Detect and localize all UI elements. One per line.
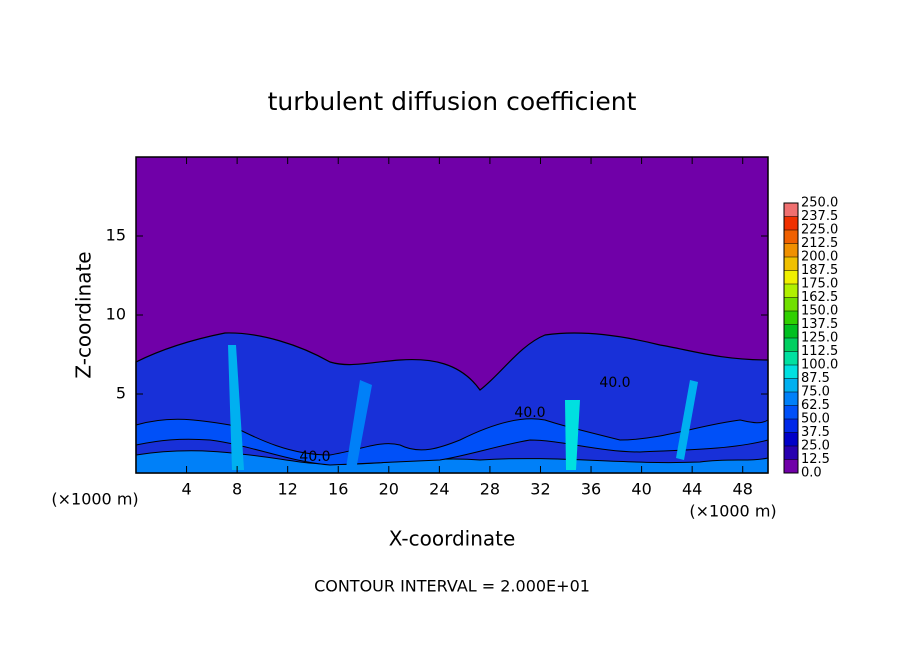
- colorbar-label: 250.0: [801, 196, 838, 211]
- colorbar-band: [784, 216, 798, 230]
- colorbar-label: 87.5: [801, 371, 830, 386]
- field-plume: [346, 380, 372, 470]
- colorbar-band: [784, 365, 798, 379]
- colorbar-band: [784, 243, 798, 257]
- colorbar-label: 175.0: [801, 277, 838, 292]
- colorbar-band: [784, 378, 798, 392]
- x-tick-label: 40: [631, 480, 651, 499]
- colorbar-label: 0.0: [801, 466, 822, 481]
- colorbar-band: [784, 324, 798, 338]
- y-axis-label: Z-coordinate: [72, 251, 96, 378]
- colorbar-label: 237.5: [801, 209, 838, 224]
- chart-title: turbulent diffusion coefficient: [268, 87, 637, 116]
- colorbar-band: [784, 338, 798, 352]
- x-tick-label: 12: [278, 480, 298, 499]
- colorbar-label: 137.5: [801, 317, 838, 332]
- colorbar-band: [784, 419, 798, 433]
- colorbar-label: 212.5: [801, 236, 838, 251]
- colorbar-label: 25.0: [801, 439, 830, 454]
- colorbar-label: 12.5: [801, 452, 830, 467]
- contour-label: 40.0: [599, 375, 630, 391]
- x-tick-label: 4: [181, 480, 191, 499]
- colorbar-band: [784, 230, 798, 244]
- contour-field: [135, 156, 769, 474]
- colorbar-label: 150.0: [801, 304, 838, 319]
- y-tick-label: 10: [106, 305, 126, 324]
- colorbar-band: [784, 351, 798, 365]
- colorbar-label: 112.5: [801, 344, 838, 359]
- x-unit-label: (×1000 m): [689, 502, 776, 521]
- x-unit-label: (×1000 m): [51, 490, 138, 509]
- colorbar-label: 75.0: [801, 385, 830, 400]
- colorbar-band: [784, 257, 798, 271]
- colorbar-label: 37.5: [801, 425, 830, 440]
- x-tick-label: 28: [480, 480, 500, 499]
- colorbar-band: [784, 459, 798, 473]
- colorbar-label: 125.0: [801, 331, 838, 346]
- field-region: [135, 450, 769, 474]
- y-tick-label: 5: [116, 384, 126, 403]
- footnote: CONTOUR INTERVAL = 2.000E+01: [314, 577, 590, 596]
- x-tick-label: 20: [379, 480, 399, 499]
- colorbar-band: [784, 405, 798, 419]
- field-plume: [228, 345, 244, 470]
- colorbar-band: [784, 392, 798, 406]
- contour-label: 40.0: [514, 405, 545, 421]
- x-tick-label: 36: [581, 480, 601, 499]
- x-tick-label: 8: [232, 480, 242, 499]
- colorbar-band: [784, 446, 798, 460]
- x-tick-label: 24: [429, 480, 449, 499]
- x-tick-label: 48: [733, 480, 753, 499]
- colorbar-band: [784, 270, 798, 284]
- x-axis-label: X-coordinate: [389, 527, 516, 551]
- colorbar-label: 50.0: [801, 412, 830, 427]
- colorbar-label: 200.0: [801, 250, 838, 265]
- x-tick-label: 16: [328, 480, 348, 499]
- colorbar-band: [784, 284, 798, 298]
- y-tick-label: 15: [106, 226, 126, 245]
- colorbar-label: 225.0: [801, 223, 838, 238]
- field-plume: [565, 400, 580, 470]
- field-region: [135, 418, 769, 466]
- contour-label: 40.0: [299, 449, 330, 465]
- field-plume: [676, 380, 698, 460]
- x-tick-label: 44: [682, 480, 702, 499]
- colorbar-band: [784, 203, 798, 217]
- colorbar-band: [784, 311, 798, 325]
- x-tick-label: 32: [530, 480, 550, 499]
- colorbar-band: [784, 432, 798, 446]
- colorbar-label: 162.5: [801, 290, 838, 305]
- colorbar-label: 187.5: [801, 263, 838, 278]
- colorbar-label: 62.5: [801, 398, 830, 413]
- colorbar-label: 100.0: [801, 358, 838, 373]
- colorbar-band: [784, 297, 798, 311]
